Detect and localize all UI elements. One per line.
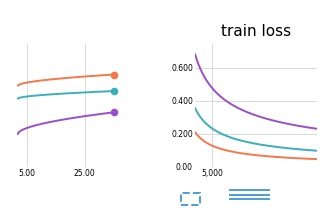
Title: train loss: train loss: [221, 24, 291, 39]
